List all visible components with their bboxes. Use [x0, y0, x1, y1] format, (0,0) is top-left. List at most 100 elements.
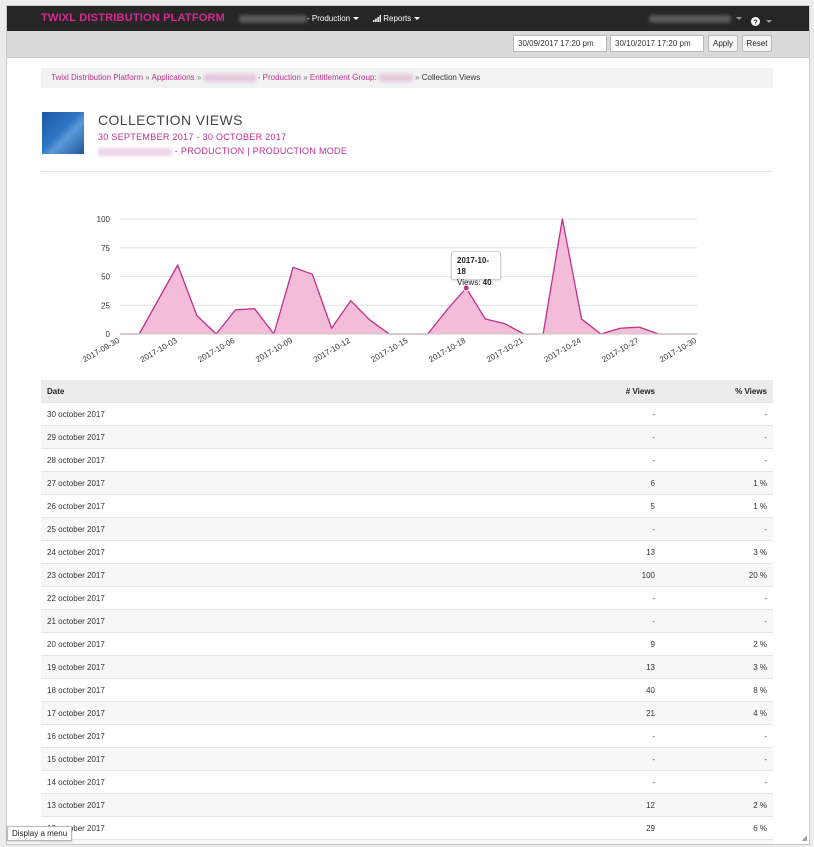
- date-cell: 22 october 2017: [41, 586, 529, 610]
- views-cell: -: [529, 448, 661, 472]
- pct-views-cell: 2 %: [661, 793, 773, 817]
- date-link[interactable]: 11 october 2017: [41, 839, 529, 844]
- app-name-redacted[interactable]: [239, 15, 307, 23]
- x-tick-label: 2017-10-15: [370, 336, 410, 365]
- nav-reports-menu[interactable]: Reports: [373, 14, 421, 23]
- views-table: Date # Views % Views 30 october 2017- -29…: [41, 380, 773, 844]
- chevron-down-icon: [353, 17, 360, 21]
- breadcrumb-separator: »: [303, 73, 308, 82]
- table-row: 28 october 2017- -: [41, 448, 773, 472]
- table-row[interactable]: 13 october 2017 12 2 %: [41, 793, 773, 817]
- date-cell: 21 october 2017: [41, 609, 529, 633]
- brand-logo[interactable]: TWIXL DISTRIBUTION PLATFORM: [41, 12, 226, 24]
- date-link[interactable]: 17 october 2017: [41, 701, 529, 725]
- table-header-row: Date # Views % Views: [41, 380, 773, 403]
- date-from-input[interactable]: [513, 35, 607, 52]
- date-link[interactable]: 20 october 2017: [41, 632, 529, 656]
- help-menu[interactable]: ?: [751, 13, 773, 31]
- breadcrumb-applications[interactable]: Applications: [151, 73, 195, 82]
- apply-button[interactable]: Apply: [708, 35, 738, 52]
- views-cell: -: [529, 609, 661, 633]
- breadcrumb-separator: »: [145, 73, 150, 82]
- x-tick-label: 2017-10-09: [254, 336, 294, 365]
- table-row: 15 october 2017- -: [41, 747, 773, 771]
- app-window: TWIXL DISTRIBUTION PLATFORM - Production…: [6, 5, 810, 845]
- date-link[interactable]: 27 october 2017: [41, 471, 529, 495]
- pct-views-cell: 8 %: [661, 678, 773, 702]
- pct-views-cell: 3 %: [661, 655, 773, 679]
- nav-production-label: - Production: [307, 14, 351, 23]
- table-row[interactable]: 17 october 2017 21 4 %: [41, 701, 773, 725]
- x-tick-label: 2017-10-21: [485, 336, 525, 365]
- nav-reports-label: Reports: [383, 14, 412, 23]
- date-link[interactable]: 23 october 2017: [41, 563, 529, 587]
- breadcrumb-production[interactable]: - Production: [257, 73, 301, 82]
- views-cell: 6: [529, 471, 661, 495]
- table-row: 21 october 2017- -: [41, 609, 773, 633]
- app-name-redacted: [98, 147, 172, 156]
- pct-views-cell: -: [661, 747, 773, 771]
- date-link[interactable]: 18 october 2017: [41, 678, 529, 702]
- table-row[interactable]: 23 october 2017 100 20 %: [41, 563, 773, 587]
- views-cell: 29: [529, 816, 661, 840]
- breadcrumb-entitlement-group[interactable]: Entitlement Group:: [309, 73, 377, 82]
- breadcrumb-platform[interactable]: Twixl Distribution Platform: [51, 73, 144, 82]
- page-date-range: 30 SEPTEMBER 2017 - 30 OCTOBER 2017: [98, 132, 287, 142]
- x-tick-label: 2017-10-06: [196, 336, 236, 365]
- table-row: 29 october 2017- -: [41, 425, 773, 449]
- views-cell: 9: [529, 632, 661, 656]
- table-row[interactable]: 20 october 2017 9 2 %: [41, 632, 773, 656]
- y-tick-label: 50: [101, 273, 110, 282]
- user-menu-redacted[interactable]: [649, 15, 731, 23]
- table-row[interactable]: 26 october 2017 5 1 %: [41, 494, 773, 518]
- table-row[interactable]: 12 october 2017 29 6 %: [41, 816, 773, 840]
- views-cell: -: [529, 747, 661, 771]
- views-cell: -: [529, 770, 661, 794]
- reset-button[interactable]: Reset: [742, 35, 772, 52]
- breadcrumb-separator: »: [196, 73, 202, 82]
- resize-handle-icon[interactable]: ◢: [801, 835, 807, 842]
- x-tick-label: 2017-10-30: [658, 336, 698, 365]
- table-row: 25 october 2017- -: [41, 517, 773, 541]
- date-cell: 25 october 2017: [41, 517, 529, 541]
- header-pct-views[interactable]: % Views: [661, 380, 773, 403]
- header-date[interactable]: Date: [41, 380, 529, 403]
- date-link[interactable]: 13 october 2017: [41, 793, 529, 817]
- views-area-chart: 0 25 50 75 100 2017-09-30 2017-10-03 2017-10-06…: [81, 215, 698, 365]
- pct-views-cell: 2 %: [661, 632, 773, 656]
- breadcrumb-app-redacted[interactable]: [203, 73, 256, 82]
- table-row[interactable]: 24 october 2017 13 3 %: [41, 540, 773, 564]
- date-to-input[interactable]: [610, 35, 704, 52]
- breadcrumb-current: Collection Views: [421, 73, 481, 82]
- svg-text:?: ?: [753, 19, 757, 26]
- date-link[interactable]: 26 october 2017: [41, 494, 529, 518]
- date-link[interactable]: 24 october 2017: [41, 540, 529, 564]
- views-cell: 13: [529, 655, 661, 679]
- page-title: COLLECTION VIEWS: [98, 112, 243, 128]
- pct-views-cell: -: [661, 425, 773, 449]
- date-link[interactable]: 12 october 2017: [41, 816, 529, 840]
- chevron-down-icon: [736, 17, 742, 20]
- chevron-down-icon: [766, 20, 773, 24]
- views-cell: 5: [529, 494, 661, 518]
- pct-views-cell: -: [661, 402, 773, 426]
- table-row[interactable]: 27 october 2017 6 1 %: [41, 471, 773, 495]
- date-link[interactable]: 19 october 2017: [41, 655, 529, 679]
- pct-views-cell: 1 %: [661, 494, 773, 518]
- table-row: 30 october 2017- -: [41, 402, 773, 426]
- table-row[interactable]: 18 october 2017 40 8 %: [41, 678, 773, 702]
- breadcrumb: Twixl Distribution Platform » Applicatio…: [41, 68, 773, 88]
- x-tick-label: 2017-10-18: [427, 336, 467, 365]
- pct-views-cell: -: [661, 724, 773, 748]
- nav-production-menu[interactable]: - Production: [307, 14, 360, 23]
- collection-thumbnail: [42, 112, 84, 154]
- views-cell: 21: [529, 701, 661, 725]
- breadcrumb-separator: »: [415, 73, 420, 82]
- table-row[interactable]: 19 october 2017 13 3 %: [41, 655, 773, 679]
- breadcrumb-group-redacted[interactable]: [378, 73, 413, 82]
- context-menu-tooltip[interactable]: Display a menu: [7, 826, 73, 841]
- views-cell: -: [529, 425, 661, 449]
- bar-chart-icon: [373, 15, 381, 22]
- header-views[interactable]: # Views: [529, 380, 661, 403]
